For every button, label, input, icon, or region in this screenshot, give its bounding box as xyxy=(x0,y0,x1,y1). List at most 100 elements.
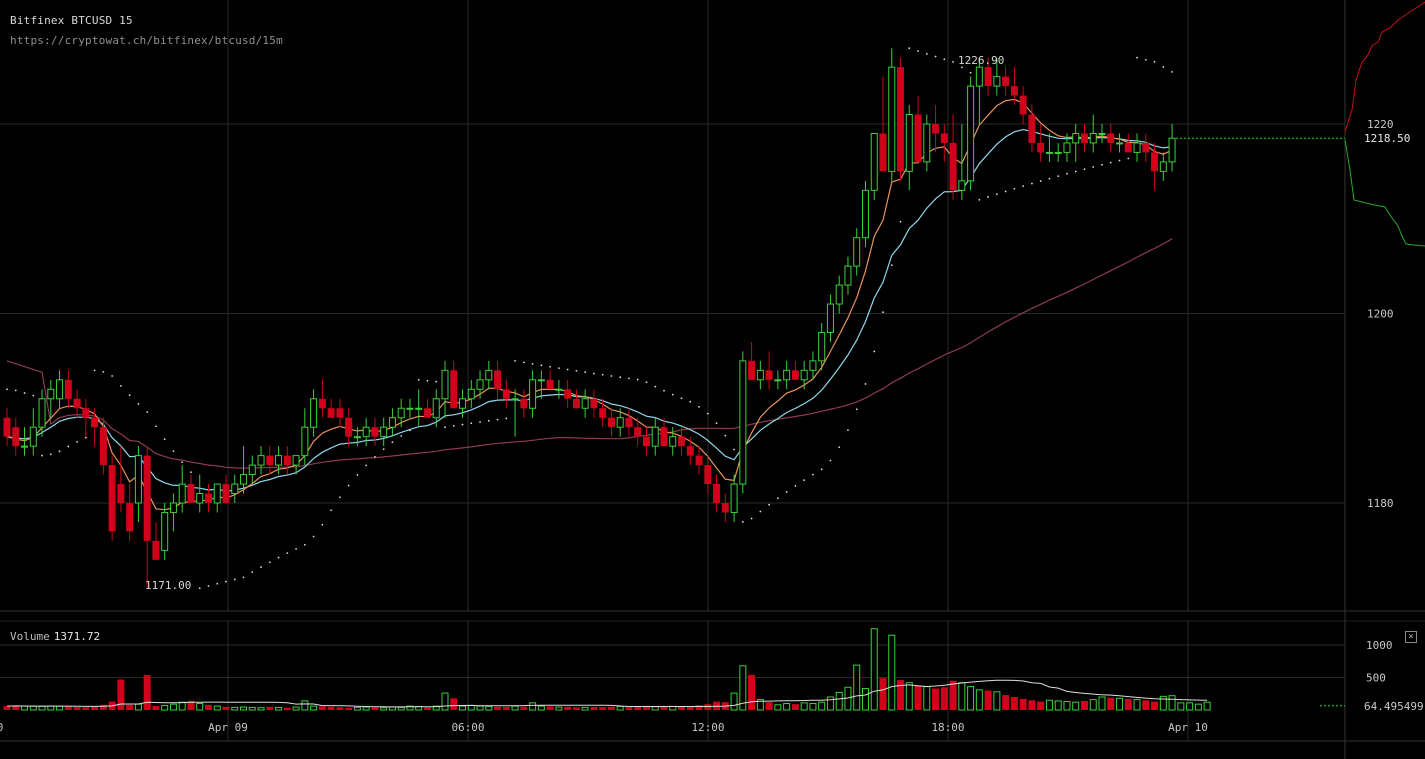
candle xyxy=(905,105,913,191)
candle-body xyxy=(730,483,738,513)
psar-dot xyxy=(321,523,324,526)
candle xyxy=(494,360,502,399)
volume-bar xyxy=(257,707,265,711)
candle-body xyxy=(783,369,791,381)
psar-dot xyxy=(522,361,525,364)
volume-bar xyxy=(485,705,493,711)
candle-body xyxy=(914,114,922,162)
psar-dot xyxy=(584,371,587,374)
volume-bar xyxy=(625,707,633,710)
volume-bar xyxy=(932,688,940,710)
psar-dot xyxy=(549,365,552,368)
candle xyxy=(572,389,580,409)
candle xyxy=(634,417,642,447)
volume-bar xyxy=(450,698,458,710)
candle xyxy=(29,408,37,456)
volume-bar xyxy=(283,707,291,710)
candle xyxy=(879,76,887,172)
psar-dot xyxy=(435,380,438,383)
high-price-label: 1226.90 xyxy=(958,54,1004,67)
candle xyxy=(467,379,475,409)
close-volume-panel-button[interactable]: × xyxy=(1405,631,1417,643)
psar-dot xyxy=(67,445,70,448)
candle xyxy=(1168,124,1176,172)
psar-dot xyxy=(645,381,648,384)
candle-body xyxy=(301,426,309,457)
psar-dot xyxy=(987,196,990,198)
candle xyxy=(581,389,589,418)
psar-dot xyxy=(1074,170,1077,173)
candle-body xyxy=(1054,151,1062,154)
psar-dot xyxy=(470,422,473,425)
candle-body xyxy=(222,484,230,503)
volume-bar xyxy=(1045,699,1053,711)
psar-dot xyxy=(882,311,884,314)
psar-dot xyxy=(93,369,96,372)
volume-bar xyxy=(196,703,204,711)
volume-bar xyxy=(1019,698,1027,710)
depth-ask-curve xyxy=(1344,139,1425,247)
ema-fast-line xyxy=(6,98,1173,511)
volume-bar xyxy=(1151,701,1159,710)
psar-dot xyxy=(461,423,464,426)
volume-bar xyxy=(231,706,239,711)
candle xyxy=(704,455,712,494)
candle-body xyxy=(1107,133,1115,143)
candle xyxy=(774,370,782,390)
psar-dot xyxy=(1083,168,1086,171)
candle xyxy=(555,379,563,399)
psar-dot xyxy=(207,585,210,587)
volume-bar xyxy=(1002,695,1010,710)
candle-body xyxy=(327,408,335,418)
psar-dot xyxy=(128,394,131,397)
candle-body xyxy=(853,237,861,267)
volume-bar xyxy=(861,688,869,711)
psar-dot xyxy=(1136,56,1138,59)
candle xyxy=(625,408,633,437)
psar-dot xyxy=(260,566,262,568)
candle xyxy=(117,446,125,513)
volume-bar xyxy=(56,705,64,711)
candle xyxy=(327,398,335,418)
candle-body xyxy=(616,417,624,428)
candle xyxy=(1063,133,1071,162)
volume-bar xyxy=(318,706,326,710)
candle xyxy=(1133,133,1141,162)
price-tick-label: 1200 xyxy=(1367,308,1394,321)
volume-bar xyxy=(511,705,519,711)
psar-dot xyxy=(391,441,394,444)
volume-bar xyxy=(222,706,230,710)
candle-body xyxy=(380,426,388,438)
psar-dot xyxy=(934,55,937,58)
candle-body xyxy=(791,370,799,380)
psar-dot xyxy=(6,388,8,391)
volume-bar xyxy=(441,692,449,711)
candle-body xyxy=(441,369,449,400)
candle-body xyxy=(3,417,11,437)
candle-body xyxy=(91,417,99,428)
candle xyxy=(1124,133,1132,153)
candle-body xyxy=(1116,142,1124,145)
candle-body xyxy=(861,189,869,239)
psar-dot xyxy=(400,435,403,437)
candle xyxy=(748,341,756,380)
candle-body xyxy=(1089,132,1097,144)
candle xyxy=(362,417,370,447)
psar-dot xyxy=(899,220,902,223)
psar-dot xyxy=(812,473,814,476)
volume-bar xyxy=(923,686,931,711)
candle-body xyxy=(721,503,729,513)
candle xyxy=(826,294,834,342)
psar-dot xyxy=(969,71,972,74)
psar-dot xyxy=(917,50,919,52)
candle-body xyxy=(695,455,703,466)
volume-bar xyxy=(555,706,563,711)
candle-body xyxy=(713,484,721,503)
candle-body xyxy=(126,503,134,532)
time-tick-label: Apr 09 xyxy=(208,721,248,734)
candle xyxy=(660,417,668,447)
candle-body xyxy=(1002,76,1010,87)
candle-body xyxy=(161,511,169,551)
candle-body xyxy=(993,76,1001,87)
